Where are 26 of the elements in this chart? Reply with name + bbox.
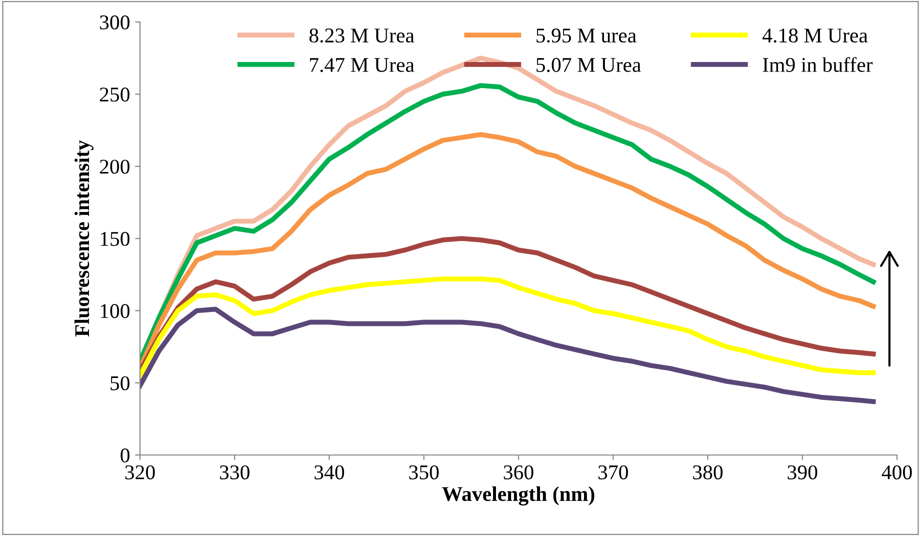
legend-label: 5.95 M urea xyxy=(536,28,636,43)
line-series xyxy=(140,276,876,378)
x-tick-label: 360 xyxy=(504,465,534,480)
y-tick-label: 300 xyxy=(100,15,130,30)
x-axis-title: Wavelength (nm) xyxy=(442,486,594,506)
line-series xyxy=(140,306,876,404)
y-tick-label: 0 xyxy=(120,448,130,462)
y-axis-title: Fluorescence intensity xyxy=(74,140,94,337)
legend-label: 4.18 M Urea xyxy=(762,28,868,43)
x-tick-label: 390 xyxy=(788,465,818,480)
legend-label: 5.07 M Urea xyxy=(536,58,641,72)
x-tick-label: 380 xyxy=(693,465,723,480)
x-tick-label: 330 xyxy=(220,465,250,480)
y-tick-label: 150 xyxy=(100,232,130,246)
x-tick-label: 370 xyxy=(598,465,628,480)
x-tick-label: 400 xyxy=(882,465,912,480)
y-tick-label: 100 xyxy=(100,304,130,318)
x-tick-label: 320 xyxy=(125,465,155,480)
y-tick-label: 50 xyxy=(110,376,130,390)
y-tick-label: 200 xyxy=(100,160,130,174)
legend-label: 8.23 M Urea xyxy=(309,28,414,43)
legend-label: Im9 in buffer xyxy=(762,57,873,72)
x-tick-label: 350 xyxy=(409,465,439,480)
y-tick-label: 250 xyxy=(100,88,130,102)
legend-label: 7.47 M Urea xyxy=(310,58,414,72)
x-tick-label: 340 xyxy=(314,465,344,480)
